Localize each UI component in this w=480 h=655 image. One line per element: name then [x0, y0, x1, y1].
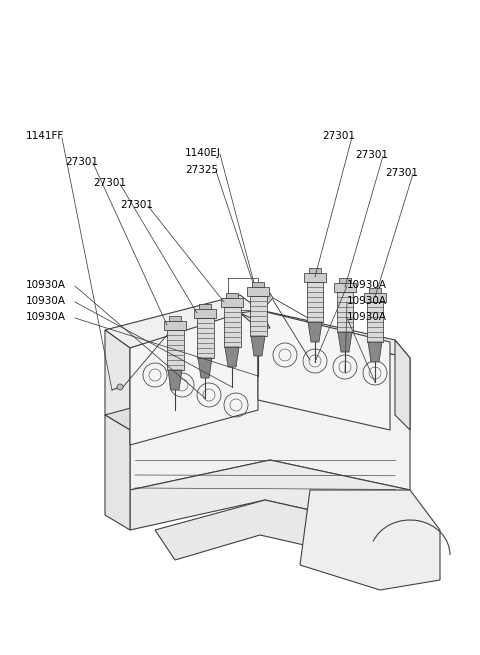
Polygon shape: [105, 295, 260, 348]
Bar: [226, 293, 238, 298]
Text: 27301: 27301: [93, 178, 126, 188]
Polygon shape: [130, 310, 410, 490]
Polygon shape: [338, 332, 352, 352]
Bar: [221, 298, 243, 307]
Bar: [334, 283, 356, 292]
Bar: [307, 282, 323, 322]
Bar: [309, 268, 321, 273]
Polygon shape: [130, 313, 258, 445]
Polygon shape: [395, 340, 410, 430]
Text: 10930A: 10930A: [26, 296, 66, 306]
Text: 27301: 27301: [385, 168, 418, 178]
Polygon shape: [168, 370, 182, 390]
Bar: [252, 282, 264, 287]
Text: 10930A: 10930A: [347, 312, 387, 322]
Text: 27301: 27301: [355, 150, 388, 160]
Polygon shape: [258, 293, 273, 306]
Circle shape: [117, 384, 123, 390]
Bar: [250, 296, 267, 336]
Text: 1141FF: 1141FF: [26, 131, 64, 141]
Polygon shape: [105, 330, 130, 430]
Polygon shape: [251, 336, 265, 356]
Bar: [247, 287, 269, 296]
Text: 10930A: 10930A: [26, 280, 66, 290]
Bar: [364, 293, 386, 302]
Bar: [197, 318, 214, 358]
Bar: [194, 309, 216, 318]
Polygon shape: [240, 310, 270, 328]
Polygon shape: [225, 347, 239, 367]
Text: 1140EJ: 1140EJ: [185, 148, 221, 158]
Bar: [199, 304, 211, 309]
Bar: [164, 321, 186, 330]
Bar: [169, 316, 181, 321]
Bar: [304, 273, 326, 282]
Text: 10930A: 10930A: [26, 312, 66, 322]
Text: 27325: 27325: [185, 165, 218, 175]
Text: 10930A: 10930A: [347, 280, 387, 290]
Bar: [367, 302, 383, 342]
Polygon shape: [105, 385, 240, 430]
Polygon shape: [258, 310, 390, 430]
Polygon shape: [308, 322, 322, 342]
Polygon shape: [368, 342, 382, 362]
Bar: [337, 292, 353, 332]
Bar: [224, 307, 241, 347]
Text: 27301: 27301: [65, 157, 98, 167]
Bar: [167, 330, 184, 370]
Polygon shape: [155, 500, 390, 560]
Bar: [369, 288, 381, 293]
Bar: [339, 278, 351, 283]
Polygon shape: [260, 310, 410, 358]
Polygon shape: [105, 415, 130, 530]
Text: 27301: 27301: [322, 131, 355, 141]
Text: 10930A: 10930A: [347, 296, 387, 306]
Polygon shape: [198, 358, 212, 378]
Polygon shape: [300, 490, 440, 590]
Text: 27301: 27301: [120, 200, 153, 210]
Polygon shape: [130, 460, 410, 530]
